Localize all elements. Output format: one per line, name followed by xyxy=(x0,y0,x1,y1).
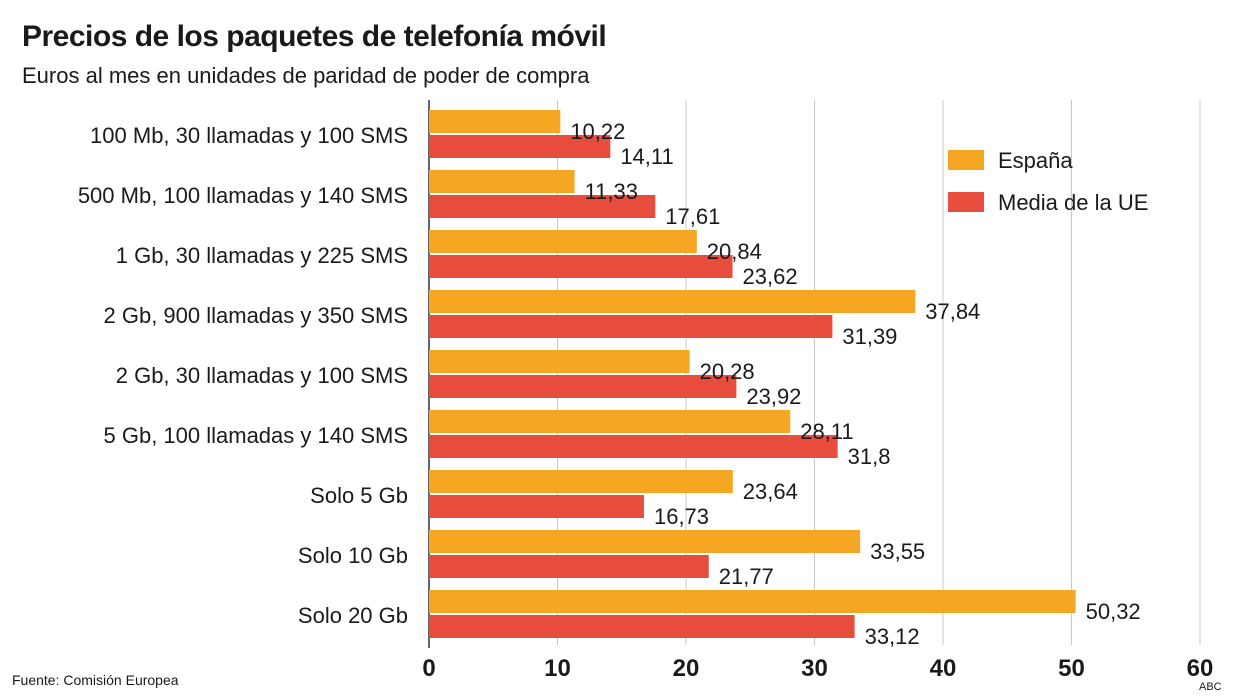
bar-media-ue xyxy=(429,615,855,638)
value-label: 28,11 xyxy=(800,419,853,444)
bar-espana xyxy=(429,290,916,313)
bar-media-ue xyxy=(429,195,656,218)
x-tick-label: 0 xyxy=(422,655,435,682)
bar-espana xyxy=(429,530,861,553)
bar-espana xyxy=(429,590,1076,613)
bars xyxy=(429,110,1076,638)
category-label: 2 Gb, 30 llamadas y 100 SMS xyxy=(116,363,408,388)
category-label: Solo 5 Gb xyxy=(310,483,408,508)
x-tick-label: 20 xyxy=(673,655,700,682)
category-label: 500 Mb, 100 llamadas y 140 SMS xyxy=(78,183,408,208)
value-label: 23,92 xyxy=(746,384,801,409)
value-label: 31,39 xyxy=(842,324,897,349)
x-axis-ticks: 0 10 20 30 40 50 60 xyxy=(422,655,1213,682)
value-label: 10,22 xyxy=(570,119,625,144)
value-label: 50,32 xyxy=(1086,599,1141,624)
x-tick-label: 50 xyxy=(1058,655,1085,682)
category-labels: 100 Mb, 30 llamadas y 100 SMS 500 Mb, 100… xyxy=(78,123,408,628)
chart-subtitle: Euros al mes en unidades de paridad de p… xyxy=(22,63,590,88)
bar-espana xyxy=(429,170,575,193)
value-label: 33,55 xyxy=(870,539,925,564)
credit-label: ABC xyxy=(1199,681,1222,693)
bar-espana xyxy=(429,410,791,433)
category-label: Solo 20 Gb xyxy=(298,603,408,628)
bar-espana xyxy=(429,350,690,373)
value-label: 21,77 xyxy=(719,564,774,589)
bar-media-ue xyxy=(429,135,611,158)
value-label: 20,84 xyxy=(707,239,762,264)
legend: España Media de la UE xyxy=(948,148,1148,215)
chart-title: Precios de los paquetes de telefonía móv… xyxy=(22,20,607,53)
x-tick-label: 60 xyxy=(1187,655,1214,682)
value-label: 23,62 xyxy=(743,264,798,289)
legend-label-media-ue: Media de la UE xyxy=(998,190,1148,215)
category-label: Solo 10 Gb xyxy=(298,543,408,568)
bar-media-ue xyxy=(429,375,737,398)
x-tick-label: 40 xyxy=(930,655,957,682)
value-label: 37,84 xyxy=(925,299,980,324)
category-label: 100 Mb, 30 llamadas y 100 SMS xyxy=(90,123,408,148)
x-tick-label: 10 xyxy=(544,655,571,682)
value-label: 33,12 xyxy=(865,624,920,649)
bar-espana xyxy=(429,110,561,133)
legend-label-espana: España xyxy=(998,148,1073,173)
bar-media-ue xyxy=(429,495,644,518)
value-label: 17,61 xyxy=(665,204,720,229)
legend-swatch-media-ue xyxy=(948,192,984,212)
legend-swatch-espana xyxy=(948,150,984,170)
value-label: 31,8 xyxy=(848,444,891,469)
bar-media-ue xyxy=(429,315,833,338)
category-label: 5 Gb, 100 llamadas y 140 SMS xyxy=(104,423,409,448)
value-label: 20,28 xyxy=(700,359,755,384)
bar-espana xyxy=(429,230,697,253)
bar-espana xyxy=(429,470,733,493)
value-label: 16,73 xyxy=(654,504,709,529)
source-note: Fuente: Comisión Europea xyxy=(12,672,179,688)
value-label: 14,11 xyxy=(620,144,673,169)
bar-media-ue xyxy=(429,555,709,578)
category-label: 1 Gb, 30 llamadas y 225 SMS xyxy=(116,243,408,268)
value-label: 11,33 xyxy=(585,179,638,204)
category-label: 2 Gb, 900 llamadas y 350 SMS xyxy=(104,303,409,328)
value-label: 23,64 xyxy=(743,479,798,504)
x-tick-label: 30 xyxy=(801,655,828,682)
bar-media-ue xyxy=(429,435,838,458)
bar-media-ue xyxy=(429,255,733,278)
